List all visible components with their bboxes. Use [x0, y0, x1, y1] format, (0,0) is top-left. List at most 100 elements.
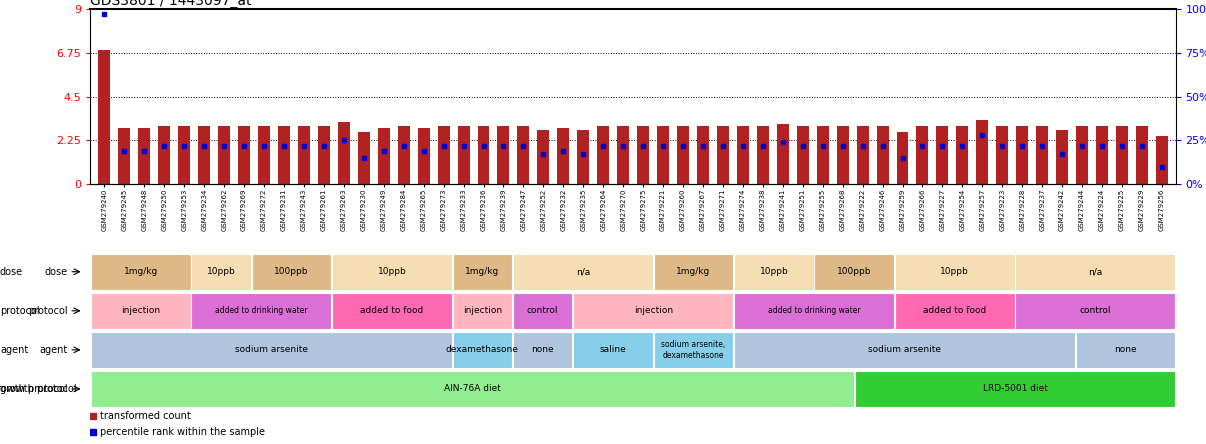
Bar: [478, 126, 490, 184]
Bar: [377, 128, 390, 184]
Bar: [956, 126, 968, 184]
Bar: [557, 128, 569, 184]
Bar: [90, 371, 854, 407]
Bar: [513, 293, 573, 329]
Bar: [332, 293, 452, 329]
Bar: [298, 126, 310, 184]
Bar: [1015, 293, 1176, 329]
Text: control: control: [1079, 306, 1111, 315]
Bar: [977, 120, 988, 184]
Text: dose: dose: [45, 267, 68, 277]
Text: added to drinking water: added to drinking water: [768, 306, 860, 315]
Bar: [1036, 126, 1048, 184]
Text: sodium arsenite: sodium arsenite: [235, 345, 308, 354]
Text: control: control: [527, 306, 558, 315]
Text: injection: injection: [633, 306, 673, 315]
Bar: [1155, 135, 1167, 184]
Bar: [573, 293, 733, 329]
Bar: [258, 126, 270, 184]
Text: 1mg/kg: 1mg/kg: [123, 267, 158, 276]
Bar: [797, 126, 809, 184]
Text: agent: agent: [0, 345, 28, 355]
Bar: [837, 126, 849, 184]
Bar: [218, 126, 230, 184]
Bar: [814, 254, 894, 289]
Bar: [318, 126, 330, 184]
Bar: [877, 126, 889, 184]
Bar: [1015, 254, 1176, 289]
Text: dose: dose: [0, 267, 23, 277]
Text: AIN-76A diet: AIN-76A diet: [444, 385, 500, 393]
Text: none: none: [532, 345, 554, 354]
Text: n/a: n/a: [575, 267, 590, 276]
Bar: [734, 254, 814, 289]
Text: injection: injection: [463, 306, 502, 315]
Bar: [578, 130, 590, 184]
Bar: [816, 126, 829, 184]
Text: added to food: added to food: [361, 306, 423, 315]
Text: 10ppb: 10ppb: [760, 267, 789, 276]
Bar: [139, 128, 151, 184]
Bar: [517, 126, 529, 184]
Bar: [697, 126, 709, 184]
Bar: [192, 293, 332, 329]
Bar: [637, 126, 649, 184]
Bar: [896, 132, 908, 184]
Bar: [1136, 126, 1148, 184]
Text: sodium arsenite,
dexamethasone: sodium arsenite, dexamethasone: [661, 340, 726, 360]
Bar: [734, 332, 1075, 368]
Text: GDS3801 / 1443097_at: GDS3801 / 1443097_at: [90, 0, 252, 8]
Bar: [1017, 126, 1029, 184]
Bar: [1116, 126, 1128, 184]
Text: dexamethasone: dexamethasone: [446, 345, 519, 354]
Text: growth protocol: growth protocol: [0, 384, 77, 394]
Bar: [895, 254, 1014, 289]
Bar: [238, 126, 250, 184]
Bar: [1096, 126, 1108, 184]
Text: percentile rank within the sample: percentile rank within the sample: [100, 427, 265, 437]
Bar: [654, 254, 733, 289]
Bar: [338, 122, 350, 184]
Bar: [497, 126, 509, 184]
Bar: [457, 126, 469, 184]
Bar: [654, 332, 733, 368]
Text: transformed count: transformed count: [100, 411, 191, 421]
Text: 10ppb: 10ppb: [206, 267, 235, 276]
Bar: [734, 293, 894, 329]
Bar: [452, 332, 513, 368]
Text: injection: injection: [121, 306, 160, 315]
Text: added to drinking water: added to drinking water: [215, 306, 308, 315]
Text: 10ppb: 10ppb: [941, 267, 970, 276]
Bar: [895, 293, 1014, 329]
Bar: [398, 126, 410, 184]
Text: saline: saline: [599, 345, 626, 354]
Text: 100ppb: 100ppb: [274, 267, 309, 276]
Bar: [90, 293, 191, 329]
Text: 10ppb: 10ppb: [377, 267, 406, 276]
Bar: [452, 293, 513, 329]
Bar: [99, 50, 111, 184]
Text: growth protocol: growth protocol: [0, 384, 68, 394]
Bar: [677, 126, 689, 184]
Bar: [597, 126, 609, 184]
Bar: [192, 254, 251, 289]
Bar: [856, 126, 868, 184]
Bar: [573, 332, 652, 368]
Bar: [417, 128, 429, 184]
Text: protocol: protocol: [28, 306, 68, 316]
Bar: [917, 126, 929, 184]
Bar: [737, 126, 749, 184]
Bar: [996, 126, 1008, 184]
Bar: [118, 128, 130, 184]
Bar: [855, 371, 1176, 407]
Text: LRD-5001 diet: LRD-5001 diet: [983, 385, 1048, 393]
Bar: [1076, 126, 1088, 184]
Text: 1mg/kg: 1mg/kg: [677, 267, 710, 276]
Text: added to food: added to food: [923, 306, 987, 315]
Bar: [1056, 130, 1069, 184]
Bar: [90, 332, 452, 368]
Bar: [358, 132, 370, 184]
Text: sodium arsenite: sodium arsenite: [868, 345, 941, 354]
Text: 1mg/kg: 1mg/kg: [466, 267, 499, 276]
Bar: [513, 254, 652, 289]
